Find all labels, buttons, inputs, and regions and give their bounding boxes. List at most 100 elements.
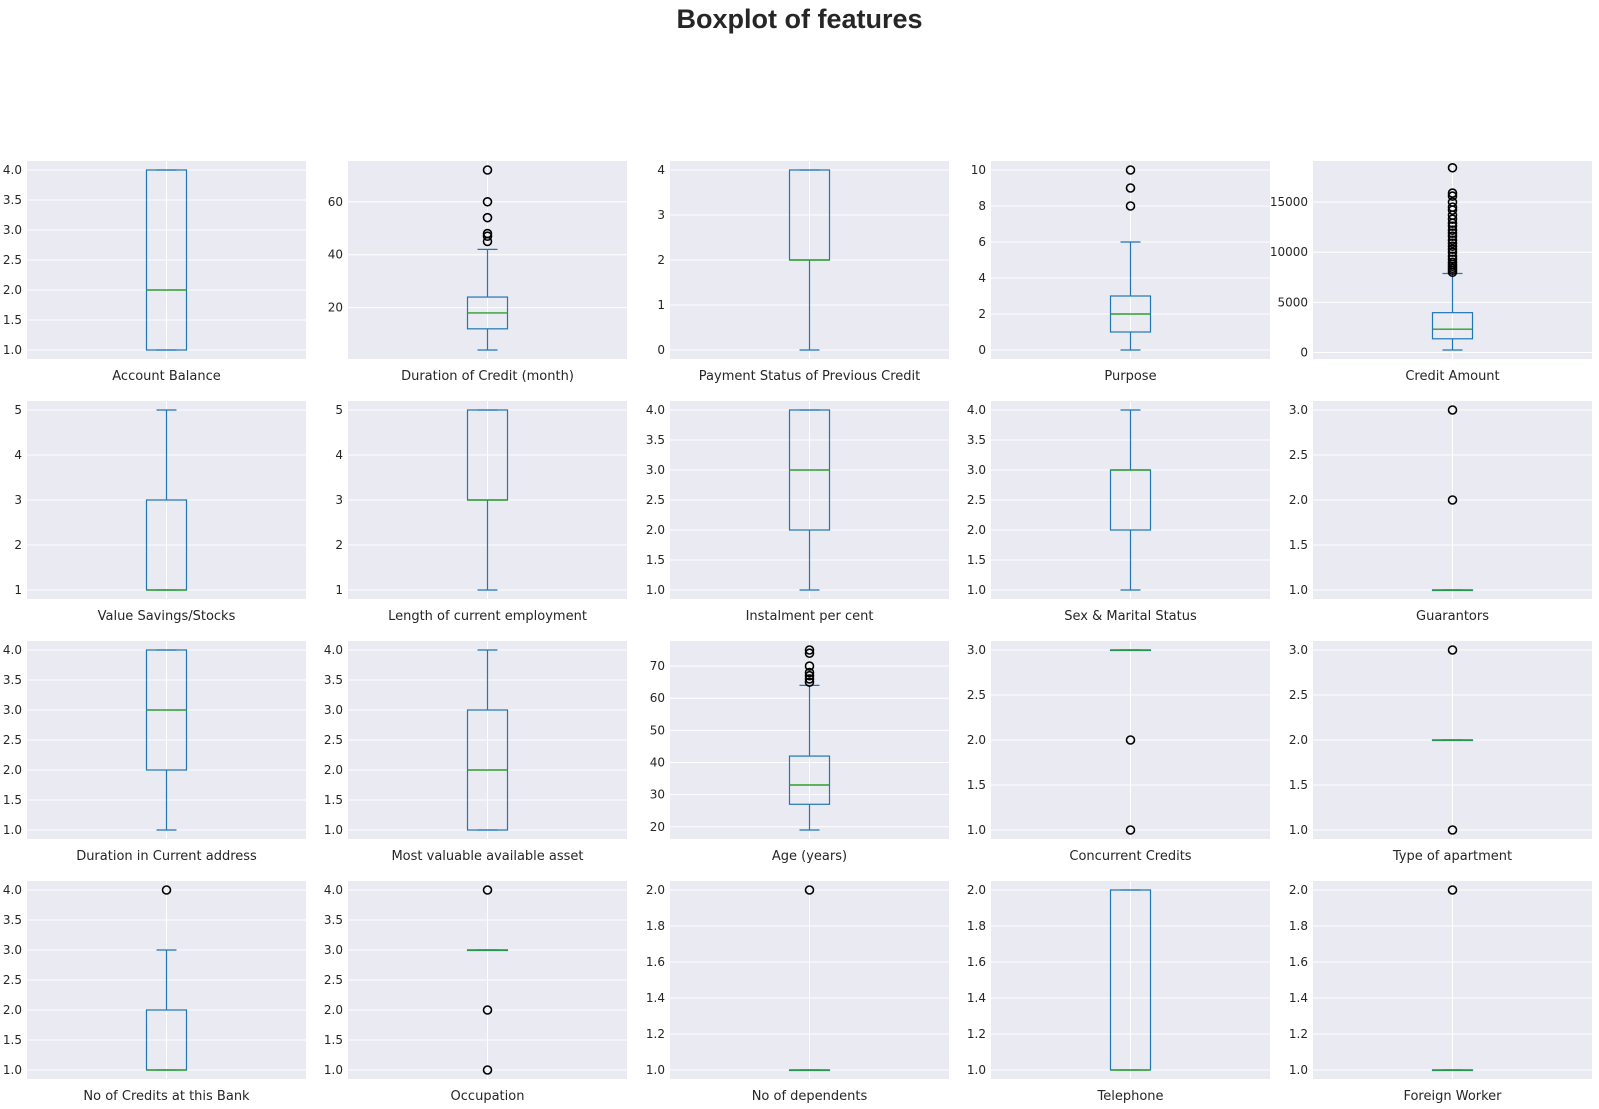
x-axis-label: Duration of Credit (month) xyxy=(401,369,574,384)
y-tick-label: 60 xyxy=(650,691,665,705)
outlier-point xyxy=(1447,257,1458,268)
y-tick-label: 10000 xyxy=(1270,245,1308,259)
outlier-point xyxy=(1447,247,1458,258)
x-axis-label: Occupation xyxy=(451,1089,525,1104)
outlier-point xyxy=(482,212,493,223)
outlier-point xyxy=(1447,238,1458,249)
y-tick-label: 2.5 xyxy=(1289,688,1308,702)
y-tick-label: 1 xyxy=(657,298,665,312)
y-tick-label: 1.2 xyxy=(646,1027,665,1041)
y-tick-label: 0 xyxy=(1300,345,1308,359)
y-tick-label: 4.0 xyxy=(324,643,343,657)
y-tick-label: 50 xyxy=(650,723,665,737)
boxplot-panel: 1 2 3 4 5 Value Savings/Stocks xyxy=(14,401,306,624)
outlier-point xyxy=(1125,201,1136,211)
y-tick-label: 1.0 xyxy=(967,1063,986,1077)
outlier-point xyxy=(1125,183,1136,193)
y-tick-label: 2 xyxy=(335,538,343,552)
y-tick-label: 4 xyxy=(335,448,343,462)
x-axis-label: Instalment per cent xyxy=(746,609,874,624)
y-tick-label: 2.5 xyxy=(1289,448,1308,462)
y-tick-label: 3.0 xyxy=(324,943,343,957)
y-tick-label: 5 xyxy=(335,403,343,417)
y-tick-label: 60 xyxy=(328,195,343,209)
y-tick-label: 20 xyxy=(650,820,665,834)
outlier-point xyxy=(161,885,172,895)
y-tick-label: 1.6 xyxy=(1289,955,1308,969)
x-axis-label: Length of current employment xyxy=(388,609,587,624)
y-tick-label: 0 xyxy=(978,343,986,357)
boxplot-panel: 0 1 2 3 4 Payment Status of Previous Credit xyxy=(657,161,949,384)
y-tick-label: 2 xyxy=(978,307,986,321)
boxplot-panel: 20 40 60 Duration of Credit (month) xyxy=(328,161,627,384)
x-axis-label: Account Balance xyxy=(112,369,220,384)
outlier-point xyxy=(1447,162,1458,173)
y-tick-label: 2.0 xyxy=(3,283,22,297)
x-axis-label: Concurrent Credits xyxy=(1069,849,1191,864)
y-tick-label: 1.8 xyxy=(1289,919,1308,933)
y-tick-label: 6 xyxy=(978,235,986,249)
x-axis-label: No of Credits at this Bank xyxy=(83,1089,250,1104)
y-tick-label: 4.0 xyxy=(646,403,665,417)
y-tick-label: 1.4 xyxy=(967,991,986,1005)
y-tick-label: 20 xyxy=(328,301,343,315)
y-tick-label: 2.0 xyxy=(967,733,986,747)
boxplot-panel: 1.0 1.5 2.0 2.5 3.0 3.5 4.0 No of Credits at th… xyxy=(3,881,306,1104)
y-tick-label: 2.0 xyxy=(967,523,986,537)
outlier-point xyxy=(1447,405,1458,415)
outlier-point xyxy=(1447,495,1458,505)
y-tick-label: 3.5 xyxy=(324,673,343,687)
outlier-point xyxy=(804,667,815,678)
y-tick-label: 1.5 xyxy=(324,1033,343,1047)
y-tick-label: 1.0 xyxy=(646,583,665,597)
boxplot-panel: 1.0 1.5 2.0 2.5 3.0 Guarantors xyxy=(1289,401,1592,624)
y-tick-label: 2 xyxy=(14,538,22,552)
y-tick-label: 3.0 xyxy=(1289,403,1308,417)
outlier-point xyxy=(1447,251,1458,262)
outlier-point xyxy=(1447,191,1458,201)
y-tick-label: 3.5 xyxy=(3,193,22,207)
outlier-point xyxy=(1447,221,1458,231)
y-tick-label: 3 xyxy=(14,493,22,507)
outlier-point xyxy=(1447,645,1458,655)
y-tick-label: 8 xyxy=(978,199,986,213)
y-tick-label: 2.0 xyxy=(646,523,665,537)
y-tick-label: 3.0 xyxy=(3,223,22,237)
x-axis-label: Telephone xyxy=(1096,1089,1163,1104)
y-tick-label: 30 xyxy=(650,788,665,802)
outlier-point xyxy=(1447,244,1458,255)
y-tick-label: 3.0 xyxy=(3,943,22,957)
boxplot-panel: 1.0 1.5 2.0 2.5 3.0 Type of apartment xyxy=(1289,641,1592,864)
y-tick-label: 2.0 xyxy=(324,1003,343,1017)
outlier-point xyxy=(482,165,493,175)
y-tick-label: 2.5 xyxy=(967,688,986,702)
outlier-point xyxy=(804,674,815,684)
outlier-point xyxy=(482,885,493,895)
y-tick-label: 1.0 xyxy=(1289,583,1308,597)
outlier-point xyxy=(1447,214,1458,224)
boxplot-panel: 1.0 1.2 1.4 1.6 1.8 2.0 Telephone xyxy=(967,881,1270,1104)
outlier-point xyxy=(1447,188,1458,198)
iqr-box xyxy=(788,755,831,805)
y-tick-label: 4 xyxy=(657,163,665,177)
y-tick-label: 40 xyxy=(328,248,343,262)
y-tick-label: 1.0 xyxy=(3,343,22,357)
y-tick-label: 1.0 xyxy=(1289,823,1308,837)
boxplot-panel: 1.0 1.5 2.0 2.5 3.0 3.5 4.0 Most valuable avail… xyxy=(324,641,627,864)
y-tick-label: 2.0 xyxy=(3,763,22,777)
x-axis-label: Age (years) xyxy=(772,849,847,864)
y-tick-label: 3 xyxy=(335,493,343,507)
y-tick-label: 2.0 xyxy=(1289,493,1308,507)
y-tick-label: 2.5 xyxy=(324,973,343,987)
y-tick-label: 3.0 xyxy=(3,703,22,717)
y-tick-label: 1.5 xyxy=(3,313,22,327)
y-tick-label: 5 xyxy=(14,403,22,417)
y-tick-label: 2 xyxy=(657,253,665,267)
y-tick-label: 1.0 xyxy=(967,583,986,597)
boxplot-panel: 1.0 1.5 2.0 2.5 3.0 Concurrent Credits xyxy=(967,641,1270,864)
y-tick-label: 1.5 xyxy=(3,1033,22,1047)
boxplot-panel: 1.0 1.5 2.0 2.5 3.0 3.5 4.0 Sex & Marital Statu… xyxy=(967,401,1270,624)
y-tick-label: 1 xyxy=(335,583,343,597)
outlier-point xyxy=(804,645,815,655)
y-tick-label: 1.0 xyxy=(324,1063,343,1077)
